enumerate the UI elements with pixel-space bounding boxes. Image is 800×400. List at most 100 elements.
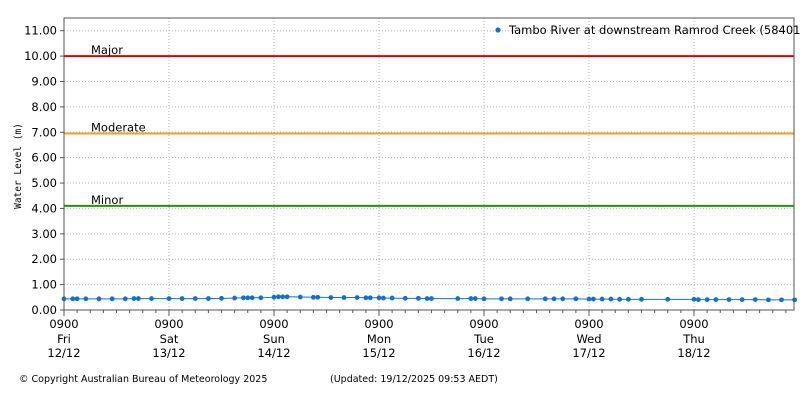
- data-point: [779, 297, 784, 303]
- threshold-label-moderate: Moderate: [91, 121, 146, 135]
- data-point: [275, 294, 281, 300]
- data-point: [429, 296, 434, 301]
- data-point: [376, 295, 382, 301]
- x-tick-day: Fri: [57, 332, 71, 346]
- y-tick-label: 2.00: [31, 252, 57, 266]
- data-point: [625, 296, 631, 302]
- data-point: [131, 296, 137, 301]
- data-point: [271, 294, 277, 300]
- data-point: [363, 295, 369, 301]
- data-point: [551, 296, 557, 302]
- data-point: [472, 296, 478, 301]
- y-axis: 0.00 1.00 2.00 3.00 4.00 5.00 6.00 7.00 8.00 9.00…: [24, 24, 64, 317]
- legend-label: Tambo River at downstream Ramrod Creek (…: [508, 23, 800, 37]
- data-point: [280, 294, 286, 300]
- data-point: [713, 297, 719, 302]
- y-tick-label: 0.00: [31, 303, 57, 317]
- data-point: [122, 296, 128, 302]
- data-point: [792, 297, 798, 303]
- x-tick-day: Sun: [263, 332, 285, 346]
- data-point: [328, 295, 334, 300]
- data-point: [258, 295, 264, 301]
- threshold-label-major: Major: [91, 43, 123, 57]
- y-tick-label: 4.00: [31, 201, 57, 215]
- x-tick-time: 0900: [469, 317, 498, 331]
- plot-frame: [63, 17, 795, 311]
- data-point: [315, 294, 321, 300]
- flood-thresholds: Major Moderate Minor: [64, 43, 794, 207]
- data-point: [617, 296, 623, 302]
- threshold-label-minor: Minor: [91, 193, 123, 207]
- y-tick-label: 5.00: [31, 176, 57, 190]
- updated-text: (Updated: 19/12/2025 09:53 AEDT): [330, 374, 498, 385]
- data-point: [765, 297, 771, 303]
- data-point: [402, 295, 408, 301]
- x-tick-time: 0900: [154, 317, 183, 331]
- data-point: [297, 294, 303, 300]
- data-point: [166, 296, 172, 301]
- x-tick-date: 18/12: [677, 346, 710, 360]
- x-tick-time: 0900: [49, 317, 78, 331]
- x-tick-day: Thu: [682, 332, 705, 346]
- data-point: [542, 296, 548, 302]
- data-point: [70, 296, 76, 302]
- x-tick-day: Mon: [367, 332, 391, 346]
- data-point: [96, 296, 102, 302]
- data-point: [74, 296, 80, 302]
- y-tick-label: 6.00: [31, 151, 57, 165]
- data-point: [245, 295, 251, 301]
- x-tick-date: 12/12: [47, 346, 80, 360]
- data-point: [691, 296, 697, 302]
- y-tick-label: 3.00: [31, 227, 57, 241]
- data-point: [341, 295, 347, 300]
- data-point: [599, 296, 605, 302]
- data-point: [389, 295, 395, 301]
- data-point: [240, 295, 246, 301]
- series-layer: [61, 294, 798, 303]
- data-point: [507, 296, 513, 302]
- data-point: [192, 296, 198, 301]
- data-point: [608, 296, 614, 302]
- data-point: [573, 296, 579, 302]
- legend-marker: [495, 27, 501, 33]
- data-point: [249, 295, 255, 301]
- data-point: [179, 296, 185, 301]
- y-tick-label: 10.00: [24, 49, 57, 63]
- x-tick-day: Wed: [576, 332, 601, 346]
- x-tick-time: 0900: [259, 317, 288, 331]
- data-point: [83, 296, 89, 302]
- grid: [64, 18, 794, 311]
- data-point: [219, 295, 224, 301]
- data-point: [354, 295, 360, 300]
- data-point: [586, 296, 592, 302]
- data-point: [424, 296, 430, 301]
- data-point: [481, 296, 487, 302]
- legend: Tambo River at downstream Ramrod Creek (…: [495, 23, 800, 37]
- y-axis-label: Water Level (m): [13, 123, 24, 209]
- x-tick-time: 0900: [679, 317, 708, 331]
- data-point: [310, 294, 316, 300]
- data-point: [455, 296, 461, 301]
- data-point: [752, 297, 758, 302]
- data-point: [468, 296, 474, 301]
- copyright-text: © Copyright Australian Bureau of Meteoro…: [19, 374, 268, 385]
- x-axis: 0900Fri12/120900Sat13/120900Sun14/120900…: [47, 310, 787, 360]
- data-point: [590, 296, 596, 302]
- data-point: [415, 295, 421, 301]
- data-point: [205, 296, 211, 301]
- data-point: [695, 297, 701, 302]
- data-point: [499, 296, 504, 302]
- x-tick-day: Sat: [160, 332, 179, 346]
- data-point: [726, 297, 732, 302]
- data-point: [367, 295, 373, 301]
- data-point: [380, 295, 386, 301]
- x-tick-date: 17/12: [572, 346, 605, 360]
- x-tick-day: Tue: [473, 332, 494, 346]
- y-tick-label: 7.00: [31, 125, 57, 139]
- data-point: [284, 294, 290, 300]
- data-point: [149, 296, 154, 301]
- data-point: [109, 296, 115, 302]
- x-tick-date: 15/12: [362, 346, 395, 360]
- data-point: [704, 297, 710, 302]
